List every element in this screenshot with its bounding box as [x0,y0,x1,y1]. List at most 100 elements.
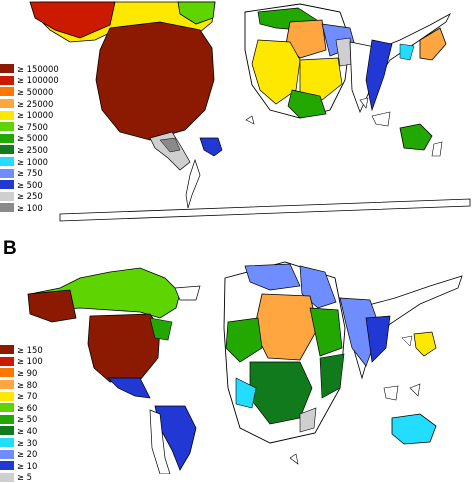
legend-a: ≥ 150000 ≥ 100000 ≥ 50000 ≥ 25000 ≥ 1000… [0,63,59,214]
legend-label: ≥ 40 [17,425,38,436]
legend-swatch [0,168,14,178]
region-australia [399,123,433,151]
legend-item: ≥ 150 [0,344,43,356]
legend-label: ≥ 90 [17,367,38,378]
legend-label: ≥ 10000 [17,110,54,121]
legend-swatch [0,122,14,132]
legend-swatch [0,191,14,201]
legend-swatch [0,356,14,366]
legend-swatch [0,438,14,448]
legend-swatch [0,110,14,120]
legend-item: ≥ 150000 [0,63,59,75]
legend-item: ≥ 5000 [0,133,59,145]
region-africa-gray [299,407,317,433]
legend-swatch [0,345,14,355]
panel-a: ≥ 150000 ≥ 100000 ≥ 50000 ≥ 25000 ≥ 1000… [0,0,474,238]
region-middle-east [319,353,345,399]
legend-item: ≥ 80 [0,379,43,391]
region-mexico-inner [159,137,181,153]
legend-label: ≥ 500 [17,179,43,190]
legend-item: ≥ 20 [0,448,43,460]
region-taiwan [401,335,413,347]
legend-label: ≥ 2500 [17,144,48,155]
legend-item: ≥ 1000 [0,156,59,168]
cartogram-map-a [29,1,471,222]
legend-label: ≥ 10 [17,460,38,471]
region-japan [419,27,447,61]
legend-label: ≥ 5000 [17,133,48,144]
legend-swatch [0,426,14,436]
legend-swatch [0,449,14,459]
legend-swatch [0,391,14,401]
legend-item: ≥ 7500 [0,121,59,133]
legend-label: ≥ 50 [17,414,38,425]
legend-swatch [0,64,14,74]
legend-label: ≥ 150000 [17,63,59,74]
region-new-zealand [431,141,443,157]
legend-swatch [0,87,14,97]
legend-item: ≥ 10000 [0,109,59,121]
region-scandinavia [244,263,301,291]
legend-item: ≥ 90 [0,367,43,379]
cartogram-map-b [27,261,463,474]
legend-item: ≥ 10 [0,460,43,472]
legend-label: ≥ 20 [17,449,38,460]
region-sa-outline [149,409,171,474]
region-greenland [174,285,201,301]
region-brazil [199,137,223,157]
region-south-america-tail [185,158,201,209]
region-usa [87,313,161,383]
panel-b: B ≥ 150 ≥ 100 ≥ 90 ≥ 80 ≥ 70 ≥ 60 ≥ 50 ≥… [0,238,474,482]
legend-label: ≥ 100 [17,356,43,367]
legend-label: ≥ 250 [17,191,43,202]
region-germany [285,19,327,59]
legend-label: ≥ 100 [17,202,43,213]
legend-label: ≥ 70 [17,391,38,402]
legend-label: ≥ 150 [17,344,43,355]
region-asia-ribbon [349,13,451,114]
legend-swatch [0,414,14,424]
legend-label: ≥ 1000 [17,156,48,167]
legend-swatch [0,180,14,190]
legend-swatch [0,380,14,390]
legend-swatch [0,145,14,155]
legend-item: ≥ 750 [0,167,59,179]
region-antarctica [59,198,471,222]
legend-item: ≥ 100 [0,356,43,368]
legend-item: ≥ 60 [0,402,43,414]
region-europe-yellow [251,39,301,105]
legend-item: ≥ 30 [0,437,43,449]
legend-item: ≥ 70 [0,390,43,402]
legend-swatch [0,461,14,471]
legend-swatch [0,75,14,85]
legend-b: ≥ 150 ≥ 100 ≥ 90 ≥ 80 ≥ 70 ≥ 60 ≥ 50 ≥ 4… [0,344,43,483]
legend-label: ≥ 7500 [17,121,48,132]
region-usa [95,21,215,141]
region-china-blue [365,39,393,112]
legend-item: ≥ 40 [0,425,43,437]
legend-swatch [0,403,14,413]
legend-item: ≥ 250 [0,191,59,203]
legend-label: ≥ 80 [17,379,38,390]
legend-swatch [0,133,14,143]
legend-label: ≥ 750 [17,168,43,179]
region-korea [399,43,415,61]
region-alaska [27,289,77,323]
region-africa-lower [287,89,327,119]
region-islands [245,97,391,127]
region-east-europe [309,307,343,357]
region-china [365,315,391,363]
legend-item: ≥ 25000 [0,98,59,110]
legend-label: ≥ 30 [17,437,38,448]
region-japan [413,331,437,357]
legend-label: ≥ 50000 [17,86,54,97]
legend-swatch [0,472,14,482]
region-africa-cyan [235,377,257,409]
legend-item: ≥ 5 [0,472,43,483]
region-west-europe [225,317,263,363]
legend-swatch [0,368,14,378]
legend-item: ≥ 100000 [0,75,59,87]
legend-label: ≥ 25000 [17,98,54,109]
legend-item: ≥ 50 [0,414,43,426]
legend-swatch [0,203,14,213]
